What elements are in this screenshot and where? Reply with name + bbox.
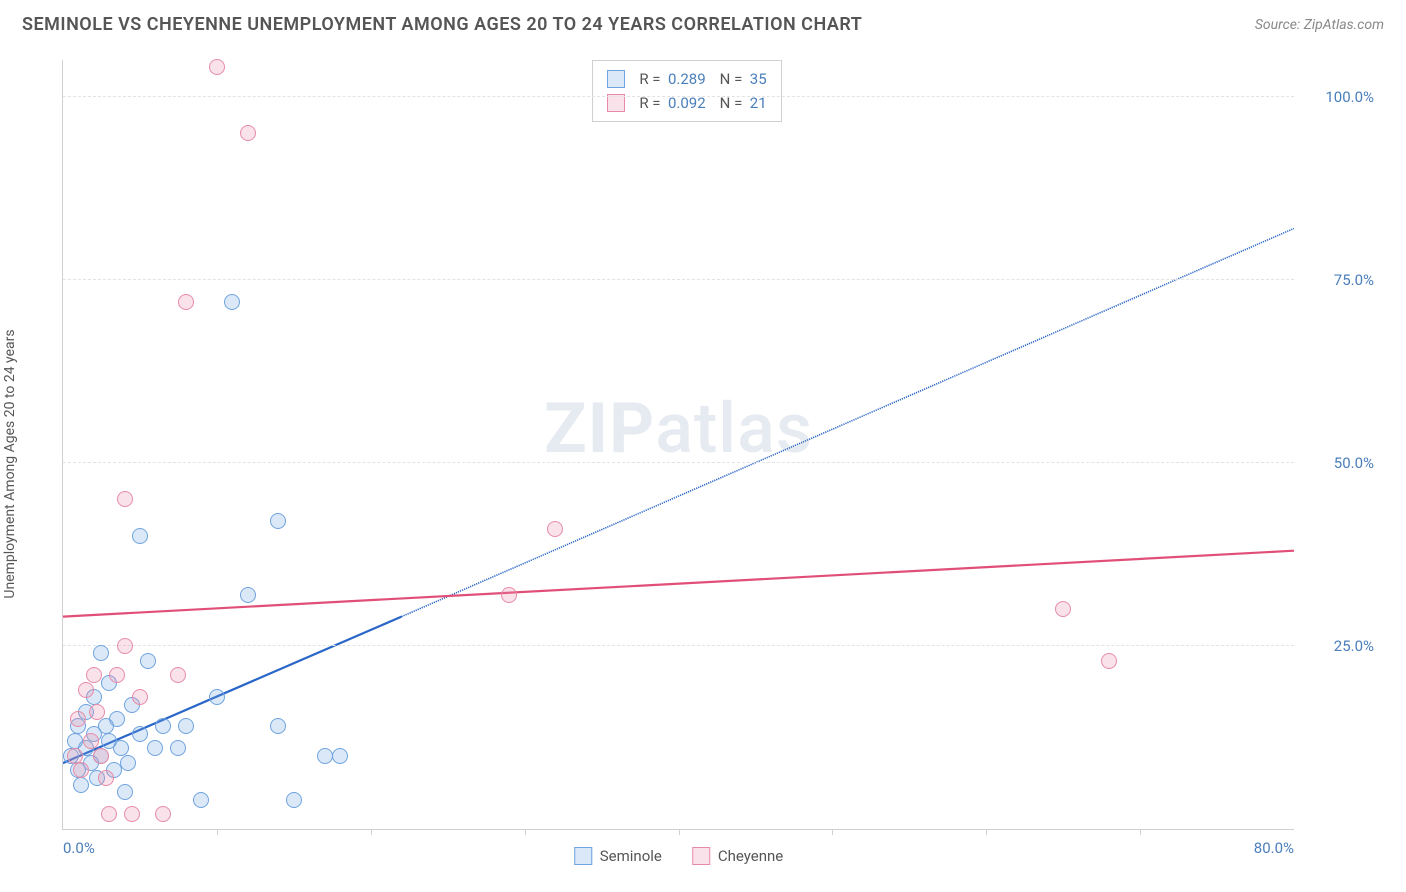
x-tick bbox=[832, 829, 833, 835]
source-attribution: Source: ZipAtlas.com bbox=[1255, 17, 1384, 33]
data-point bbox=[286, 792, 302, 808]
stats-row: R = 0.289 N = 35 bbox=[607, 67, 766, 91]
data-point bbox=[78, 682, 94, 698]
data-point bbox=[224, 294, 240, 310]
series-swatch bbox=[607, 94, 625, 112]
gridline bbox=[63, 96, 1294, 97]
x-max-label: 80.0% bbox=[1254, 839, 1294, 857]
y-tick-label: 50.0% bbox=[1302, 454, 1374, 472]
data-point bbox=[209, 59, 225, 75]
data-point bbox=[98, 770, 114, 786]
data-point bbox=[193, 792, 209, 808]
plot-area: ZIPatlas R = 0.289N = 35R = 0.092N = 21 … bbox=[62, 60, 1294, 830]
data-point bbox=[155, 718, 171, 734]
data-point bbox=[83, 733, 99, 749]
data-point bbox=[117, 491, 133, 507]
x-tick bbox=[217, 829, 218, 835]
data-point bbox=[209, 689, 225, 705]
x-tick bbox=[525, 829, 526, 835]
watermark: ZIPatlas bbox=[544, 388, 813, 470]
stat-n-label: N = 21 bbox=[720, 91, 767, 115]
data-point bbox=[240, 125, 256, 141]
data-point bbox=[70, 711, 86, 727]
data-point bbox=[93, 645, 109, 661]
data-point bbox=[155, 806, 171, 822]
legend-item: Cheyenne bbox=[692, 847, 783, 865]
gridline bbox=[63, 279, 1294, 280]
data-point bbox=[132, 726, 148, 742]
data-point bbox=[178, 294, 194, 310]
series-legend: Seminole Cheyenne bbox=[574, 847, 783, 865]
data-point bbox=[67, 748, 83, 764]
data-point bbox=[86, 667, 102, 683]
legend-label: Seminole bbox=[600, 847, 662, 865]
x-tick bbox=[986, 829, 987, 835]
x-tick bbox=[371, 829, 372, 835]
regression-lines-layer bbox=[63, 60, 1294, 829]
stat-r-label: R = 0.289 bbox=[639, 67, 705, 91]
data-point bbox=[547, 521, 563, 537]
series-swatch bbox=[607, 70, 625, 88]
data-point bbox=[73, 777, 89, 793]
data-point bbox=[178, 718, 194, 734]
chart-container: Unemployment Among Ages 20 to 24 years Z… bbox=[22, 48, 1384, 880]
data-point bbox=[93, 748, 109, 764]
data-point bbox=[117, 784, 133, 800]
correlation-stats-box: R = 0.289 N = 35 R = 0.092 N = 21 bbox=[592, 60, 781, 122]
data-point bbox=[501, 587, 517, 603]
data-point bbox=[117, 638, 133, 654]
y-tick-label: 25.0% bbox=[1302, 637, 1374, 655]
data-point bbox=[1101, 653, 1117, 669]
regression-line bbox=[63, 551, 1294, 617]
x-tick bbox=[1140, 829, 1141, 835]
chart-title: SEMINOLE VS CHEYENNE UNEMPLOYMENT AMONG … bbox=[22, 14, 862, 35]
data-point bbox=[124, 806, 140, 822]
y-tick-label: 75.0% bbox=[1302, 271, 1374, 289]
data-point bbox=[270, 513, 286, 529]
data-point bbox=[101, 806, 117, 822]
data-point bbox=[109, 711, 125, 727]
series-swatch bbox=[692, 847, 710, 865]
gridline bbox=[63, 645, 1294, 646]
data-point bbox=[89, 704, 105, 720]
y-tick-label: 100.0% bbox=[1302, 88, 1374, 106]
data-point bbox=[120, 755, 136, 771]
stats-row: R = 0.092 N = 21 bbox=[607, 91, 766, 115]
legend-item: Seminole bbox=[574, 847, 662, 865]
data-point bbox=[132, 528, 148, 544]
regression-line-extrapolated bbox=[402, 228, 1294, 616]
data-point bbox=[73, 762, 89, 778]
stat-r-label: R = 0.092 bbox=[639, 91, 705, 115]
data-point bbox=[170, 667, 186, 683]
data-point bbox=[140, 653, 156, 669]
data-point bbox=[147, 740, 163, 756]
data-point bbox=[270, 718, 286, 734]
series-swatch bbox=[574, 847, 592, 865]
gridline bbox=[63, 462, 1294, 463]
stat-n-label: N = 35 bbox=[720, 67, 767, 91]
data-point bbox=[132, 689, 148, 705]
data-point bbox=[113, 740, 129, 756]
data-point bbox=[317, 748, 333, 764]
legend-label: Cheyenne bbox=[718, 847, 783, 865]
y-axis-label: Unemployment Among Ages 20 to 24 years bbox=[2, 329, 18, 598]
data-point bbox=[170, 740, 186, 756]
data-point bbox=[240, 587, 256, 603]
data-point bbox=[332, 748, 348, 764]
x-min-label: 0.0% bbox=[63, 839, 95, 857]
data-point bbox=[1055, 601, 1071, 617]
x-tick bbox=[679, 829, 680, 835]
data-point bbox=[109, 667, 125, 683]
